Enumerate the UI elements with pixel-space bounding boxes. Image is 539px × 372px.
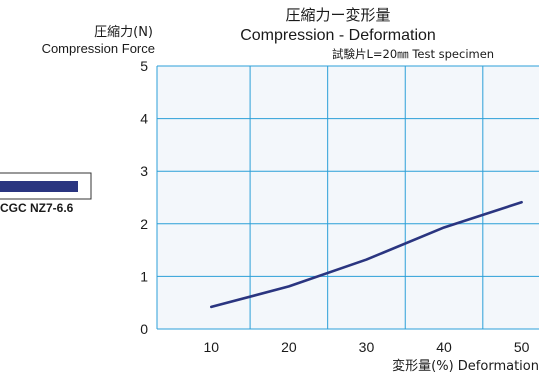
- grid: [157, 66, 539, 329]
- y-tick-label: 3: [140, 163, 148, 179]
- x-axis-label: 変形量(%) Deformation: [392, 358, 539, 372]
- x-tick-label: 40: [436, 339, 452, 355]
- series-line: [210, 200, 523, 309]
- legend: CGC NZ7-6.6: [0, 172, 92, 215]
- y-tick-label: 4: [140, 111, 148, 127]
- y-axis-label-jp: 圧縮力(N): [94, 24, 153, 40]
- x-tick-label: 10: [204, 339, 220, 355]
- y-tick-label: 5: [140, 58, 148, 74]
- plot-area: [157, 66, 539, 329]
- y-axis-label-en: Compression Force: [42, 41, 155, 56]
- chart-title: 圧縮力ー変形量: [285, 6, 390, 24]
- y-tick-label: 0: [140, 321, 148, 337]
- x-tick-label: 50: [514, 339, 530, 355]
- chart-subtitle: Compression - Deformation: [240, 27, 436, 44]
- x-tick-label: 20: [281, 339, 297, 355]
- legend-label: CGC NZ7-6.6: [0, 201, 74, 215]
- y-tick-label: 1: [140, 268, 148, 284]
- y-tick-label: 2: [140, 216, 148, 232]
- chart-note: 試験片L=20㎜ Test specimen: [332, 47, 494, 61]
- x-tick-label: 30: [359, 339, 375, 355]
- tick-labels: 0 1 2 3 4 5 10 20 30 40 50: [140, 58, 529, 355]
- series: [210, 200, 523, 309]
- legend-swatch: [0, 181, 78, 192]
